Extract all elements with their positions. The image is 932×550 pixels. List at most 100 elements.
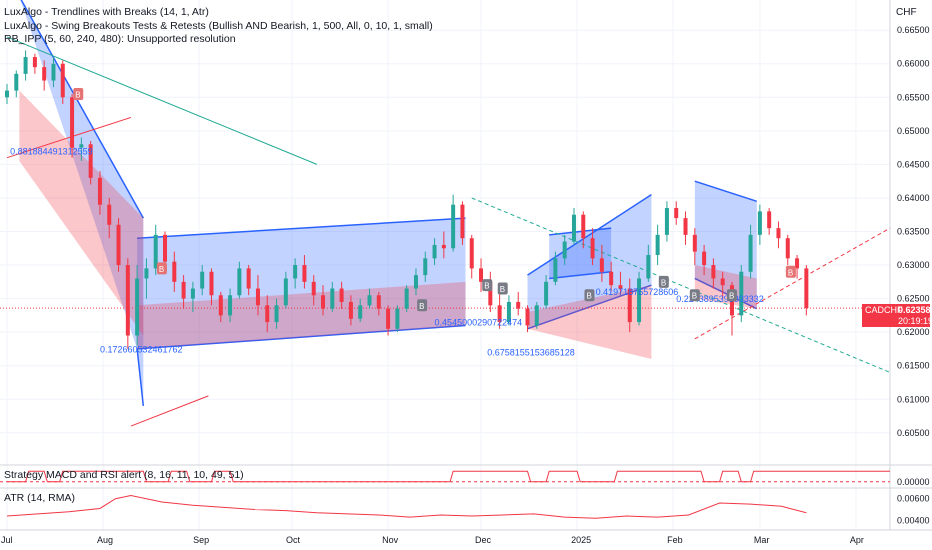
ratio-annotation: 0.419718765728606 (596, 287, 679, 297)
candle-body (321, 295, 326, 309)
candle-body (571, 214, 576, 242)
candle-body (181, 281, 186, 299)
ratio-annotation: 0.2243895393893332 (676, 294, 764, 304)
breakout-marker-label: B (788, 268, 793, 277)
price-tag-countdown: 20:19:19 (898, 316, 932, 326)
candle-body (209, 271, 214, 296)
candle-body (32, 57, 37, 68)
candle-body (228, 295, 233, 316)
atr-pane (6, 494, 807, 519)
candle-body (469, 238, 474, 269)
candle-body (413, 275, 418, 289)
candle-body (553, 258, 558, 282)
candle-body (562, 241, 567, 259)
candle-body (776, 228, 781, 239)
trendline (6, 116, 132, 159)
legend-strategy[interactable]: Strategy MACD and RSI alert (8, 16, 11, … (4, 469, 244, 481)
price-tick-label: 0.62000 (897, 327, 930, 337)
candle-body (293, 265, 298, 279)
breakout-marker (785, 265, 796, 278)
candle-body (609, 271, 614, 286)
price-tag-symbol: CADCHF (865, 305, 903, 315)
candle-body (5, 90, 9, 98)
price-tag-price: 0.62358 (898, 305, 931, 315)
breakout-marker (73, 87, 84, 100)
channel-lower-line (136, 348, 145, 407)
legend-rb-ipp[interactable]: RB_IPP (5, 60, 240, 480): Unsupported re… (4, 33, 236, 45)
candle-body (795, 258, 800, 269)
price-tick-label: 0.62500 (897, 294, 930, 304)
candle-body (739, 271, 744, 316)
candle-body (88, 144, 93, 178)
candle-body (534, 305, 539, 326)
ratio-annotation: 0.4545000290722474 (435, 317, 523, 327)
time-tick-label: Nov (382, 535, 399, 545)
breakout-marker-label: B (729, 292, 734, 301)
candle-body (479, 268, 484, 282)
breakout-marker-label: B (661, 278, 666, 287)
candle-body (785, 238, 790, 259)
grid (0, 0, 932, 531)
legend-trendlines[interactable]: LuxAlgo - Trendlines with Breaks (14, 1,… (4, 6, 209, 18)
price-tick-label: 0.66000 (897, 59, 930, 69)
time-tick-label: Mar (754, 535, 770, 545)
candle-body (674, 208, 679, 219)
breakout-marker-label: B (586, 292, 591, 301)
channel-upper-line (527, 193, 652, 276)
candle-body (274, 305, 279, 323)
last-price-tag: CADCHF 0.62358 20:19:19 (862, 304, 932, 327)
price-tick-label: 0.63000 (897, 260, 930, 270)
candle-body (757, 211, 762, 235)
legend-swing-breakouts[interactable]: LuxAlgo - Swing Breakouts Tests & Retest… (4, 20, 433, 32)
candle-body (702, 251, 707, 266)
candle-body (116, 224, 121, 266)
annotations: 0.881884491312559 0.172660532461762 0.4545… (10, 146, 764, 357)
channel-fill (20, 0, 144, 406)
breakout-marker (497, 282, 508, 295)
candle-body (42, 67, 47, 81)
candle-body (70, 97, 75, 148)
candle-body (767, 211, 772, 229)
candle-body (153, 234, 158, 269)
candle-body (720, 278, 725, 286)
candle-body (432, 244, 437, 259)
ratio-annotation: 0.6758155153685128 (487, 348, 575, 358)
atr-tick-label: 0.00600 (897, 494, 930, 504)
trendline (6, 36, 318, 165)
candle-body (60, 63, 65, 98)
candle-body (664, 208, 669, 235)
candle-body (804, 268, 809, 308)
retest-zone (137, 281, 466, 349)
price-axis[interactable]: 0.66500 0.66000 0.65500 0.65000 0.64500 0.640… (897, 25, 930, 525)
atr-line (6, 494, 807, 519)
time-tick-label: Jul (1, 535, 13, 545)
candle-body (711, 265, 716, 279)
candle-body (627, 288, 632, 323)
candle-body (544, 281, 549, 306)
candle-body (302, 265, 307, 282)
candle-body (581, 214, 586, 239)
candle-body (107, 204, 112, 225)
trendline (130, 395, 209, 427)
candle-body (23, 57, 28, 74)
candle-body (637, 278, 642, 323)
retest-zone (527, 285, 652, 359)
candle-body (618, 285, 623, 289)
time-tick-label: Dec (475, 535, 492, 545)
time-tick-label: Sep (193, 535, 209, 545)
trendline (694, 227, 891, 340)
candle-body (655, 234, 660, 255)
candle-body (79, 144, 84, 148)
candle-body (283, 278, 288, 306)
breakout-marker (726, 289, 737, 302)
strategy-line (7, 470, 890, 483)
time-axis[interactable]: Jul Aug Sep Oct Nov Dec 2025 Feb Mar Apr (1, 535, 864, 545)
candle-body (218, 295, 223, 316)
channel-upper-line (137, 217, 466, 239)
candle-body (451, 204, 456, 249)
channels (19, 0, 758, 407)
legend-atr[interactable]: ATR (14, RMA) (4, 492, 75, 504)
price-tick-label: 0.64000 (897, 193, 930, 203)
breakout-marker-label: B (692, 292, 697, 301)
candle-body (367, 295, 372, 306)
